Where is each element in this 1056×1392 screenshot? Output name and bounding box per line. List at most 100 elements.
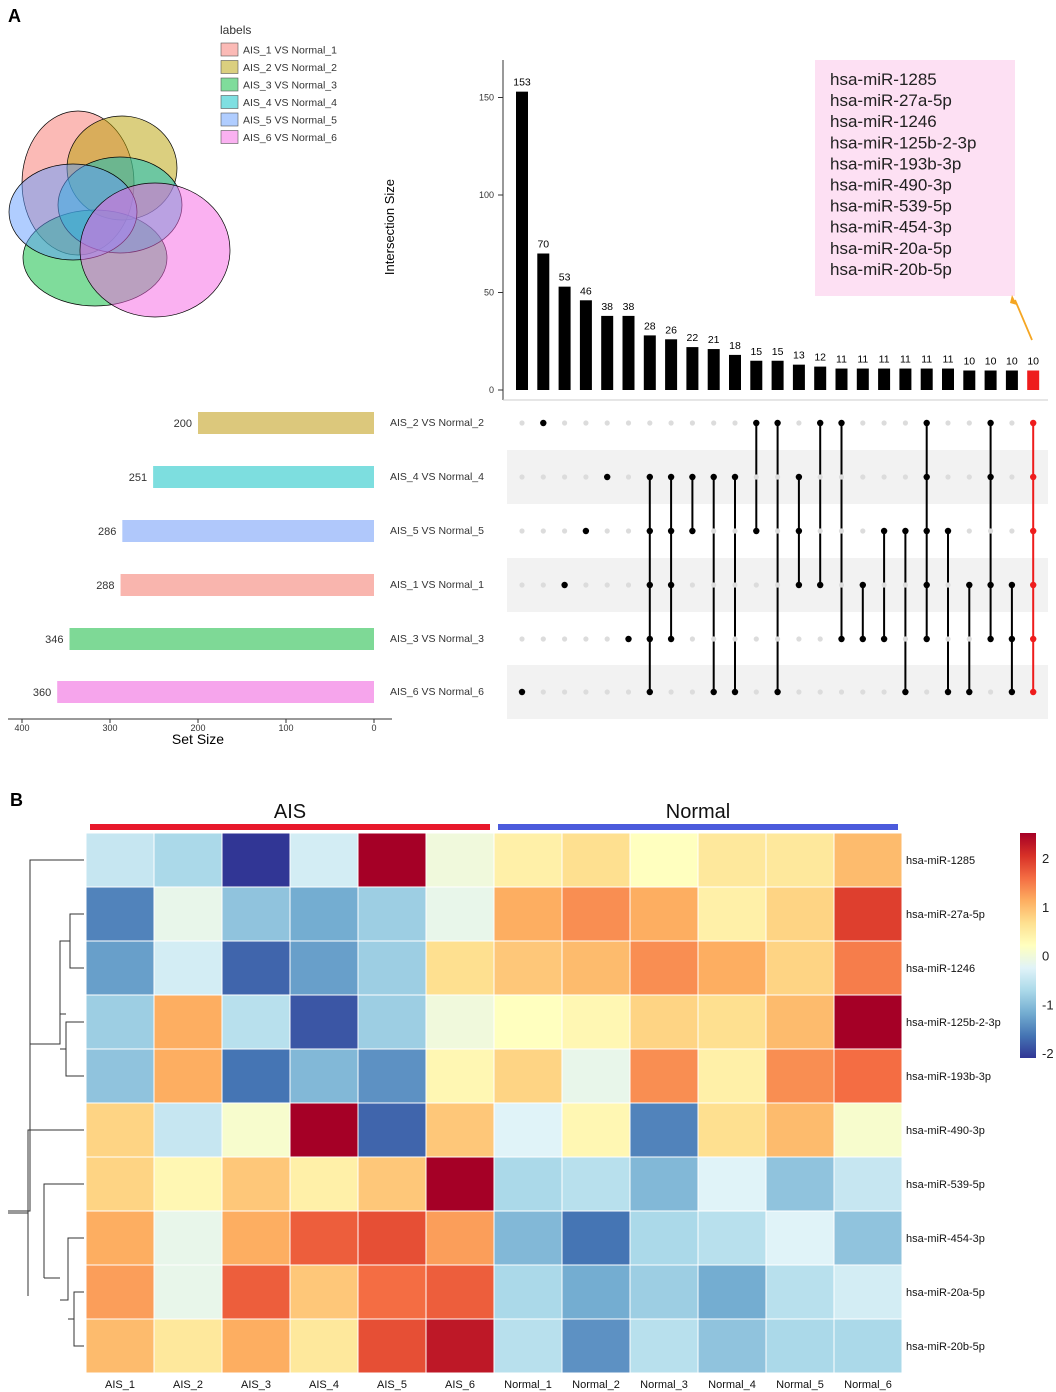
heatmap-cell xyxy=(357,832,427,888)
matrix-dot-inactive xyxy=(775,474,781,480)
heatmap-cell xyxy=(425,1048,495,1104)
venn-legend-swatch xyxy=(220,60,239,74)
heatmap-cell xyxy=(765,940,835,996)
matrix-dot-active xyxy=(987,581,994,589)
heatmap-cell xyxy=(833,940,903,996)
venn-legend-swatch xyxy=(220,77,239,92)
intersection-y-tick-label: 50 xyxy=(484,288,494,298)
matrix-dot-inactive xyxy=(711,528,717,534)
intersection-bar-label: 13 xyxy=(793,350,805,362)
heatmap-row-label: hsa-miR-27a-5p xyxy=(906,909,985,921)
intersection-bar xyxy=(579,300,592,390)
heatmap-cell xyxy=(493,1318,563,1374)
matrix-dot-active xyxy=(817,419,824,427)
matrix-dot-active xyxy=(923,473,930,481)
row-dendrogram xyxy=(8,859,84,1347)
heatmap-group-bar xyxy=(498,824,898,830)
set-size-bar xyxy=(122,520,374,542)
intersection-bar-label: 15 xyxy=(772,346,784,358)
intersection-bar xyxy=(792,364,805,390)
heatmap-cell xyxy=(561,1318,631,1374)
matrix-dot-active xyxy=(667,527,675,535)
intersection-bar xyxy=(516,91,528,391)
heatmap-cell xyxy=(153,994,223,1050)
intersection-bar xyxy=(558,286,571,390)
heatmap-cell xyxy=(289,832,359,888)
matrix-dot-inactive xyxy=(860,528,866,534)
heatmap-cell xyxy=(221,994,291,1050)
heatmap-cell xyxy=(697,1048,767,1104)
venn-legend: AIS_1 VS Normal_1 AIS_2 VS Normal_2 AIS_3 … xyxy=(220,42,337,144)
matrix-dot-active xyxy=(753,527,760,535)
heatmap-cell xyxy=(153,1318,223,1374)
heatmap-cell xyxy=(357,1156,427,1212)
set-size-bar xyxy=(69,628,375,650)
venn-legend-title: labels xyxy=(220,23,251,37)
heatmap-cell xyxy=(153,1048,223,1104)
intersection-bar xyxy=(878,368,891,390)
highlight-gene: hsa-miR-539-5p xyxy=(830,197,952,216)
heatmap-cell xyxy=(629,1264,699,1320)
heatmap-cell xyxy=(221,1210,291,1266)
matrix-dot-inactive xyxy=(817,528,823,534)
matrix-dot-inactive xyxy=(838,582,845,588)
set-name-label: AIS_1 VS Normal_1 xyxy=(390,579,484,591)
heatmap-group-label: AIS xyxy=(274,801,306,823)
intersection-bar-label: 10 xyxy=(1027,356,1039,368)
heatmap-cell xyxy=(561,1048,631,1104)
set-size-bar-label: 200 xyxy=(174,418,192,430)
highlight-gene: hsa-miR-125b-2-3p xyxy=(830,133,976,152)
heatmap-cell xyxy=(357,994,427,1050)
matrix-dot-inactive xyxy=(838,689,845,695)
matrix-dot-inactive xyxy=(881,474,887,480)
heatmap-cell xyxy=(357,1264,427,1320)
heatmap-cell xyxy=(493,994,563,1050)
venn-legend-swatch xyxy=(220,95,239,109)
intersection-bar-label: 153 xyxy=(513,77,531,89)
heatmap-cell xyxy=(697,886,767,942)
matrix-dot-active xyxy=(646,473,653,481)
heatmap-cell xyxy=(221,832,291,888)
set-size-bar-label: 346 xyxy=(45,634,63,646)
heatmap-cell xyxy=(629,1156,699,1212)
heatmap-cell xyxy=(561,832,631,888)
matrix-dot-active xyxy=(667,635,675,643)
matrix-dot-inactive xyxy=(519,474,525,480)
heatmap-row-label: hsa-miR-454-3p xyxy=(906,1233,985,1245)
venn-legend-label: AIS_5 VS Normal_5 xyxy=(243,115,337,127)
intersection-bar xyxy=(899,368,912,390)
heatmap-col-label: AIS_1 xyxy=(105,1379,135,1391)
highlight-arrow-head xyxy=(1010,295,1017,305)
matrix-dot-inactive xyxy=(519,528,525,534)
heatmap-col-label: Normal_1 xyxy=(504,1379,552,1391)
intersection-bar xyxy=(920,368,933,390)
heatmap-cell xyxy=(85,886,155,942)
matrix-dot-inactive xyxy=(604,582,610,588)
matrix-dot-inactive xyxy=(817,636,823,642)
highlight-gene: hsa-miR-193b-3p xyxy=(830,154,961,173)
matrix-dot-inactive xyxy=(1009,528,1015,534)
matrix-dot-inactive xyxy=(562,420,568,426)
heatmap-cell xyxy=(697,1318,767,1374)
matrix-dot-active xyxy=(1008,688,1016,696)
matrix-dot-inactive xyxy=(668,689,674,695)
heatmap-cell xyxy=(425,1264,495,1320)
matrix-dot-inactive xyxy=(711,582,717,588)
highlight-gene: hsa-miR-454-3p xyxy=(830,218,952,237)
heatmap-cell xyxy=(357,1102,427,1158)
matrix-dot-active xyxy=(731,688,739,696)
set-size-bar-chart: 200 AIS_2 VS Normal_2 251 AIS_4 VS Normal_4… xyxy=(8,412,484,733)
heatmap-row-label: hsa-miR-20b-5p xyxy=(906,1341,985,1353)
intersection-bar-label: 11 xyxy=(879,354,890,366)
heatmap-cell xyxy=(493,886,563,942)
intersection-bar-label: 11 xyxy=(943,354,954,366)
matrix-dot-inactive xyxy=(966,420,972,426)
matrix-dot-active xyxy=(667,581,675,589)
heatmap-cell xyxy=(289,994,359,1050)
matrix-dot-inactive xyxy=(775,636,781,642)
matrix-dot-active xyxy=(753,419,760,427)
matrix-dot-active xyxy=(710,688,717,696)
matrix-dot-inactive xyxy=(689,689,696,695)
heatmap-cell xyxy=(765,1264,835,1320)
heatmap-cell xyxy=(493,1102,563,1158)
